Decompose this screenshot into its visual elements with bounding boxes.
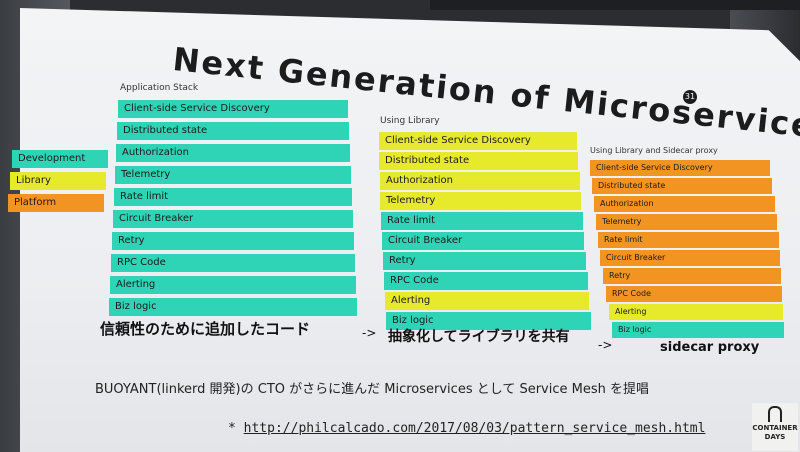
caption-abstract-library: 抽象化してライブラリを共有: [388, 329, 570, 345]
stack-item: Client-side Service Discovery: [118, 100, 348, 118]
stack-caption: Using Library and Sidecar proxy: [590, 146, 718, 155]
container-days-logo: CONTAINER DAYS: [752, 403, 798, 451]
stack-item: Retry: [603, 268, 781, 284]
stack-item: Biz logic: [612, 322, 784, 338]
ceiling: [430, 0, 800, 10]
stack-item: Rate limit: [598, 232, 779, 248]
stack-item: Circuit Breaker: [600, 250, 780, 266]
stack-item: Authorization: [116, 144, 350, 162]
stack-item: RPC Code: [384, 272, 588, 290]
stack-item: Rate limit: [114, 188, 352, 206]
caption-added-code: 信頼性のために追加したコード: [100, 320, 311, 338]
stack-item: RPC Code: [606, 286, 782, 302]
logo-text: CONTAINER DAYS: [752, 424, 798, 441]
stack-item: Alerting: [385, 292, 589, 310]
stack-item: Telemetry: [380, 192, 581, 210]
legend-development: Development: [12, 150, 108, 168]
stack-item: Telemetry: [596, 214, 777, 230]
stack-item: Authorization: [380, 172, 580, 190]
link-prefix: *: [228, 421, 244, 436]
reference-link[interactable]: * http://philcalcado.com/2017/08/03/patt…: [228, 421, 705, 436]
stack-caption: Using Library: [380, 116, 440, 126]
stack-item: Biz logic: [109, 298, 357, 316]
link-url[interactable]: http://philcalcado.com/2017/08/03/patter…: [243, 421, 706, 436]
page-number: 31: [683, 90, 697, 104]
legend-label: Development: [18, 153, 86, 164]
legend-label: Platform: [14, 197, 57, 208]
caption-sidecar-proxy: sidecar proxy: [660, 340, 760, 355]
stack-item: Client-side Service Discovery: [379, 132, 577, 150]
stack-item: Circuit Breaker: [382, 232, 584, 250]
stack-item: Retry: [112, 232, 354, 250]
stack-item: Alerting: [110, 276, 356, 294]
stack-item: Alerting: [609, 304, 783, 320]
stack-item: Telemetry: [115, 166, 351, 184]
stack-item: Circuit Breaker: [113, 210, 353, 228]
stack-item: Rate limit: [381, 212, 583, 230]
stack-item: Distributed state: [379, 152, 578, 170]
stack-item: Distributed state: [592, 178, 772, 194]
lighthouse-icon: [768, 406, 782, 422]
legend-library: Library: [10, 172, 106, 190]
legend-label: Library: [16, 175, 51, 186]
stack-item: Retry: [383, 252, 586, 270]
legend-platform: Platform: [8, 194, 104, 212]
description: BUOYANT(linkerd 開発)の CTO がさらに進んだ Microse…: [95, 382, 650, 397]
stack-item: Distributed state: [117, 122, 349, 140]
projection-screen: [20, 8, 800, 452]
arrow-1: ->: [362, 326, 377, 340]
stack-item: Authorization: [594, 196, 775, 212]
arrow-2: ->: [598, 338, 613, 352]
stack-item: RPC Code: [111, 254, 355, 272]
stack-caption: Application Stack: [120, 83, 199, 93]
stack-item: Biz logic: [386, 312, 591, 330]
stack-item: Client-side Service Discovery: [590, 160, 770, 176]
